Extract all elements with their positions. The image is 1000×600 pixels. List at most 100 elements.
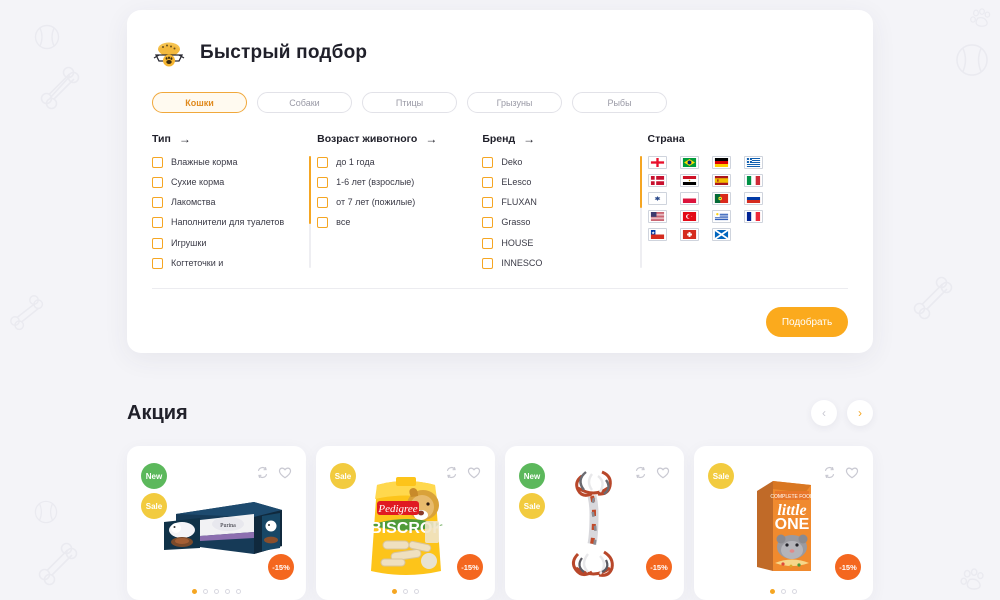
filter-option[interactable]: ELesco	[482, 176, 633, 189]
dot[interactable]	[770, 589, 775, 594]
scrollbar-thumb[interactable]	[639, 156, 642, 208]
checkbox-icon[interactable]	[317, 197, 329, 209]
compare-icon[interactable]	[445, 466, 458, 479]
filter-option[interactable]: Сухие корма	[152, 176, 303, 189]
checkbox-icon[interactable]	[482, 217, 494, 229]
product-card[interactable]: New Sale	[505, 446, 684, 600]
heart-icon[interactable]	[656, 466, 670, 479]
dot[interactable]	[225, 589, 230, 594]
submit-button[interactable]: Подобрать	[766, 307, 848, 337]
option-label: HOUSE	[501, 237, 534, 248]
filter-option[interactable]: HOUSE	[482, 237, 633, 249]
checkbox-icon[interactable]	[317, 157, 329, 168]
checkbox-icon[interactable]	[482, 197, 494, 209]
flag-scotland[interactable]	[711, 228, 731, 241]
filter-option[interactable]: 1-6 лет (взрослые)	[317, 176, 468, 189]
filter-option[interactable]: Игрушки	[152, 237, 303, 249]
flag-england[interactable]	[647, 156, 667, 169]
dot[interactable]	[414, 589, 419, 594]
bone-icon	[30, 534, 86, 590]
heart-icon[interactable]	[278, 466, 292, 479]
dot[interactable]	[392, 589, 397, 594]
filter-option[interactable]: Влажные корма	[152, 156, 303, 168]
filter-option[interactable]: Когтеточки и	[152, 257, 303, 269]
flag-serbia[interactable]	[647, 192, 667, 205]
flag-switzerland[interactable]	[679, 228, 699, 241]
filter-option[interactable]: INNESCO	[482, 257, 633, 269]
option-list[interactable]: Влажные корма Сухие корма Лакомства Напо…	[152, 156, 317, 274]
option-list[interactable]: Deko ELesco FLUXAN Grasso	[482, 156, 647, 274]
flag-poland[interactable]	[679, 192, 699, 205]
flag-egypt[interactable]	[679, 174, 699, 187]
filter-option[interactable]: все	[317, 216, 468, 229]
flag-spain[interactable]	[711, 174, 731, 187]
checkbox-icon[interactable]	[152, 177, 163, 189]
filter-column-brand: Бренд → Deko ELesco FLUXAN	[482, 133, 647, 273]
flag-chile[interactable]	[647, 228, 667, 241]
bone-icon	[905, 268, 961, 324]
dot[interactable]	[792, 589, 797, 594]
filter-option[interactable]: Deko	[482, 156, 633, 168]
checkbox-icon[interactable]	[152, 197, 163, 209]
tab-birds[interactable]: Птицы	[362, 92, 457, 113]
checkbox-icon[interactable]	[482, 237, 494, 249]
filter-option[interactable]: Grasso	[482, 216, 633, 229]
compare-icon[interactable]	[823, 466, 836, 479]
flag-uruguay[interactable]	[711, 210, 731, 223]
dot[interactable]	[203, 589, 208, 594]
flag-portugal[interactable]	[711, 192, 731, 205]
tab-fish[interactable]: Рыбы	[572, 92, 667, 113]
checkbox-icon[interactable]	[152, 157, 163, 168]
filter-option[interactable]: до 1 года	[317, 156, 468, 168]
dot[interactable]	[214, 589, 219, 594]
dot[interactable]	[236, 589, 241, 594]
flag-russia[interactable]	[743, 192, 763, 205]
chevron-left-icon[interactable]: ‹	[811, 400, 837, 426]
checkbox-icon[interactable]	[482, 157, 494, 168]
product-card[interactable]: Sale Pedigree	[316, 446, 495, 600]
heart-icon[interactable]	[845, 466, 859, 479]
filter-option[interactable]: от 7 лет (пожилые)	[317, 196, 468, 209]
option-list[interactable]: до 1 года 1-6 лет (взрослые) от 7 лет (п…	[317, 156, 482, 274]
flag-germany[interactable]	[711, 156, 731, 169]
column-header: Бренд →	[482, 133, 647, 145]
flag-brazil[interactable]	[679, 156, 699, 169]
scrollbar-thumb[interactable]	[309, 156, 312, 224]
product-card[interactable]: Sale COMPLETE FOOD little ONE	[694, 446, 873, 600]
tab-dogs[interactable]: Собаки	[257, 92, 352, 113]
checkbox-icon[interactable]	[317, 177, 329, 189]
filter-option[interactable]: Наполнители для туалетов	[152, 216, 303, 229]
scrollbar-track[interactable]	[639, 156, 642, 268]
filter-option[interactable]: Лакомства	[152, 196, 303, 209]
arrow-right-icon[interactable]: →	[178, 132, 191, 146]
chevron-right-icon[interactable]: ›	[847, 400, 873, 426]
flag-france[interactable]	[743, 210, 763, 223]
filter-column-age: Возраст животного → до 1 года 1-6 лет (в…	[317, 133, 482, 273]
filter-option[interactable]: FLUXAN	[482, 196, 633, 209]
arrow-right-icon[interactable]: →	[425, 132, 438, 146]
checkbox-icon[interactable]	[317, 217, 329, 229]
tab-rodents[interactable]: Грызуны	[467, 92, 562, 113]
product-card[interactable]: New Sale Purina	[127, 446, 306, 600]
heart-icon[interactable]	[467, 466, 481, 479]
option-label: Deko	[501, 157, 523, 167]
checkbox-icon[interactable]	[482, 177, 494, 189]
dot[interactable]	[403, 589, 408, 594]
card-header: Быстрый подбор	[152, 36, 848, 70]
flag-turkey[interactable]	[679, 210, 699, 223]
checkbox-icon[interactable]	[152, 237, 163, 249]
flag-usa[interactable]	[647, 210, 667, 223]
checkbox-icon[interactable]	[482, 257, 494, 269]
compare-icon[interactable]	[256, 466, 269, 479]
arrow-right-icon[interactable]: →	[523, 132, 536, 146]
dot[interactable]	[192, 589, 197, 594]
option-label: Сухие корма	[171, 177, 225, 188]
checkbox-icon[interactable]	[152, 257, 163, 269]
flag-greece[interactable]	[743, 156, 763, 169]
flag-italy[interactable]	[743, 174, 763, 187]
flag-denmark[interactable]	[647, 174, 667, 187]
dot[interactable]	[781, 589, 786, 594]
checkbox-icon[interactable]	[152, 217, 163, 229]
tab-cats[interactable]: Кошки	[152, 92, 247, 113]
compare-icon[interactable]	[634, 466, 647, 479]
